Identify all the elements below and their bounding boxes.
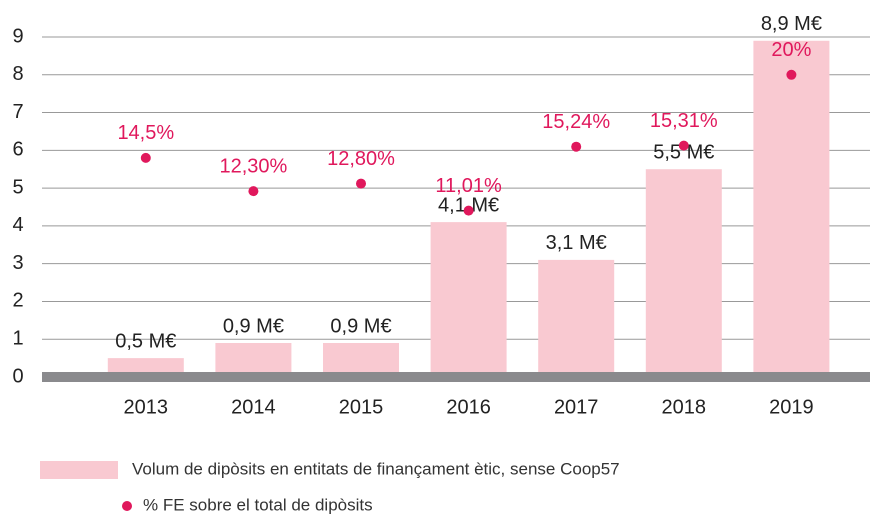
bar-value-label: 4,1 M€ <box>438 194 499 216</box>
bar-value-label: 0,5 M€ <box>115 330 176 352</box>
bar <box>215 343 292 377</box>
y-tick-label: 4 <box>12 214 23 236</box>
y-tick-label: 2 <box>12 290 23 312</box>
y-tick-label: 5 <box>12 176 23 198</box>
x-tick-label: 2015 <box>339 396 384 418</box>
x-tick-label: 2014 <box>231 396 276 418</box>
point-value-label: 11,01% <box>435 175 502 197</box>
point <box>140 152 151 163</box>
bar-value-label: 5,5 M€ <box>653 142 714 164</box>
bar-value-label: 8,9 M€ <box>761 13 822 35</box>
point-value-label: 15,31% <box>650 110 718 132</box>
bar <box>323 343 399 377</box>
bar-value-label: 3,1 M€ <box>546 232 607 254</box>
x-tick-label: 2018 <box>662 396 707 418</box>
legend-label: % FE sobre el total de dipòsits <box>143 495 373 514</box>
y-tick-label: 0 <box>12 365 23 387</box>
y-tick-label: 6 <box>12 139 23 161</box>
point <box>786 69 797 80</box>
baseline <box>42 372 870 382</box>
point <box>678 140 689 151</box>
y-tick-label: 7 <box>12 101 23 123</box>
y-tick-label: 9 <box>12 25 23 47</box>
bar <box>538 259 615 377</box>
point <box>356 178 366 189</box>
bar <box>753 40 830 378</box>
point <box>248 186 259 197</box>
point-value-label: 14,5% <box>117 122 174 144</box>
x-tick-label: 2013 <box>124 396 169 418</box>
bar <box>430 222 507 377</box>
point-value-label: 15,24% <box>542 111 610 133</box>
x-tick-label: 2017 <box>554 396 599 418</box>
bar <box>645 169 722 377</box>
point-value-label: 12,30% <box>219 155 287 177</box>
bar-value-label: 0,9 M€ <box>330 315 391 337</box>
y-tick-label: 8 <box>12 63 23 85</box>
legend-swatch <box>40 461 118 479</box>
y-tick-label: 1 <box>12 328 23 350</box>
bar-value-label: 0,9 M€ <box>223 315 284 337</box>
point <box>571 141 582 152</box>
legend-swatch <box>122 501 132 511</box>
point-value-label: 20% <box>771 39 811 61</box>
point <box>463 205 474 216</box>
legend-label: Volum de dipòsits en entitats de finança… <box>132 459 620 478</box>
x-tick-label: 2016 <box>446 396 491 418</box>
x-tick-label: 2019 <box>769 396 814 418</box>
y-tick-label: 3 <box>12 252 23 274</box>
point-value-label: 12,80% <box>327 148 395 170</box>
